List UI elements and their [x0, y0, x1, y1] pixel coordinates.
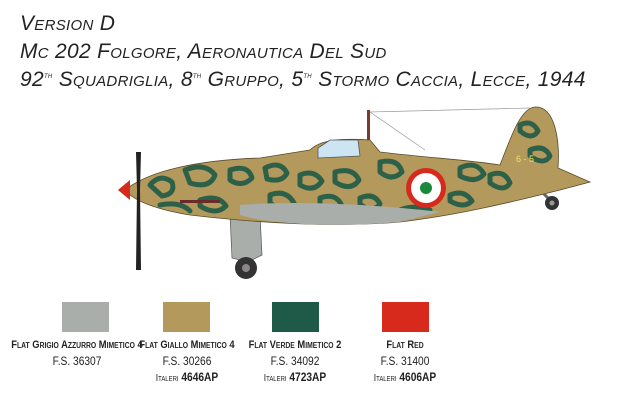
fs-code: F.S. 36307	[52, 354, 102, 368]
version-title: Version D	[20, 12, 116, 35]
aircraft-title: Mc 202 Folgore, Aeronautica Del Sud	[20, 40, 387, 63]
italeri-code: Italeri 4646AP	[115, 370, 260, 384]
brand: Italeri	[155, 373, 179, 384]
color-name: Flat Grigio Azzurro Mimetico 4	[11, 339, 143, 351]
color-name: Flat Giallo Mimetico 4	[139, 339, 235, 351]
brand: Italeri	[373, 373, 397, 384]
color-swatch-verde	[272, 302, 319, 332]
squadriglia-number: 92	[20, 68, 44, 91]
stormo: Stormo Caccia, Lecce, 1944	[318, 68, 586, 91]
squadriglia: Squadriglia,	[58, 68, 175, 91]
italeri-code: Italeri 4606AP	[333, 370, 478, 384]
unit-title: 92th Squadriglia, 8th Gruppo, 5th Stormo…	[20, 68, 586, 92]
fs-code: F.S. 31400	[380, 354, 430, 368]
ordinal: th	[192, 70, 202, 80]
ordinal: th	[303, 70, 312, 80]
gruppo: Gruppo,	[207, 68, 286, 91]
fs-code: F.S. 30266	[162, 354, 212, 368]
color-name: Flat Red	[386, 339, 424, 351]
tail-code: 6 - 5	[516, 154, 534, 164]
color-swatch-grigio	[62, 302, 109, 332]
color-swatch-giallo	[163, 302, 210, 332]
color-swatch-red	[382, 302, 429, 332]
italeri-code: Italeri 4723AP	[223, 370, 368, 384]
color-name: Flat Verde Mimetico 2	[248, 339, 342, 351]
paint-code: 4646AP	[181, 370, 219, 384]
gruppo-number: 8	[180, 68, 193, 91]
ordinal: th	[43, 70, 53, 80]
brand: Italeri	[263, 373, 287, 384]
fs-code: F.S. 34092	[270, 354, 320, 368]
paint-code: 4723AP	[289, 370, 327, 384]
aircraft-profile-illustration: 6 - 5	[118, 106, 592, 279]
stormo-number: 5	[291, 68, 304, 91]
paint-code: 4606AP	[399, 370, 437, 384]
